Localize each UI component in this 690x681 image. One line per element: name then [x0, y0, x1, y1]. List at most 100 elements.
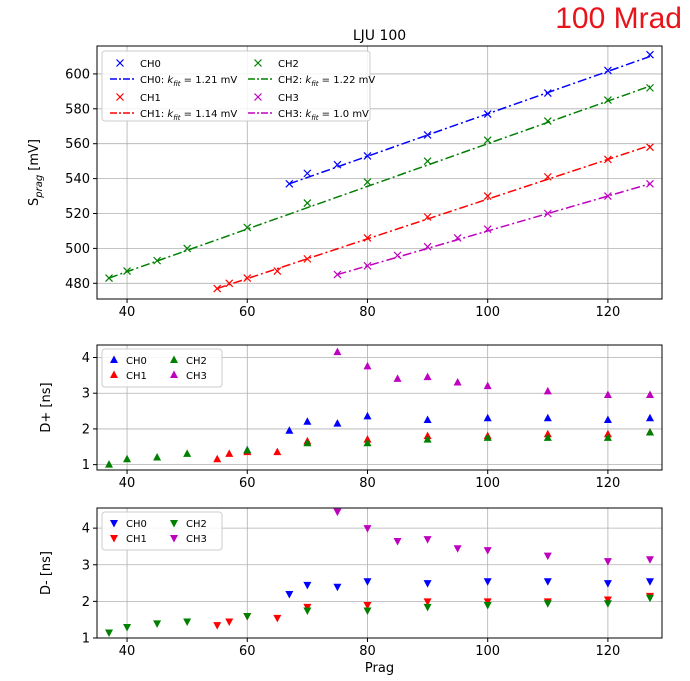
data-point [170, 520, 178, 528]
series-ch1 [213, 592, 654, 630]
legend-box [101, 511, 223, 551]
x-tick-label: 80 [359, 305, 376, 320]
legend-label: CH2 [186, 356, 207, 367]
data-point [153, 453, 162, 461]
data-point [363, 438, 372, 447]
data-point [603, 415, 612, 423]
y-tick-label: 3 [82, 387, 90, 402]
data-point [543, 172, 552, 181]
data-point [543, 117, 552, 125]
legend-label: CH2 [186, 519, 207, 530]
data-point [273, 447, 282, 456]
y-tick-label: 3 [82, 558, 90, 573]
dose-badge: 100 Mrad [555, 2, 682, 35]
data-point [543, 552, 552, 561]
data-point [393, 251, 402, 260]
series-ch1 [213, 428, 654, 463]
fit-line [216, 144, 651, 290]
data-point [603, 433, 612, 441]
data-point [646, 83, 654, 92]
data-point [423, 536, 432, 544]
data-point [110, 535, 118, 543]
chart-title: LJU 100 [353, 28, 406, 44]
x-tick-label: 60 [239, 305, 256, 320]
data-point [243, 445, 252, 454]
data-point [423, 242, 432, 251]
data-point [363, 234, 372, 242]
y-tick-label: 4 [82, 522, 90, 537]
legend-marker [116, 59, 124, 67]
data-point [333, 419, 342, 427]
data-point [333, 347, 342, 356]
x-tick-label: 100 [475, 305, 500, 320]
legend-label: CH1 [140, 93, 161, 104]
data-point [543, 89, 552, 98]
legend-label: CH3 [186, 371, 207, 382]
legend-label: CH3 [278, 93, 299, 104]
data-point [170, 370, 178, 378]
data-point [225, 618, 234, 627]
data-point [123, 267, 131, 276]
data-point [483, 602, 492, 610]
data-point [646, 50, 654, 59]
data-point [363, 411, 372, 420]
data-point [183, 618, 192, 627]
data-point [363, 151, 372, 160]
x-tick-label: 40 [119, 476, 136, 491]
data-point [483, 110, 492, 118]
fit-line [337, 183, 651, 276]
data-point [423, 131, 432, 139]
data-point [483, 578, 492, 586]
data-point [645, 413, 654, 422]
data-point [363, 578, 372, 586]
x-tick-label: 80 [359, 644, 376, 659]
y-axis-label: D+ [ns] [39, 382, 54, 432]
x-tick-label: 120 [595, 476, 620, 491]
data-point [183, 244, 192, 253]
data-point [543, 209, 552, 218]
plot-area [105, 508, 654, 638]
data-point [603, 66, 612, 75]
data-point [543, 433, 552, 441]
y-tick-label: 500 [65, 242, 90, 257]
series-ch1 [213, 143, 654, 293]
legend-fit-label: CH3: kfit = 1.0 mV [278, 109, 369, 122]
chart-panel-3: 40 60 80 100 120 1 2 3 4 Prag D- [ns] CH0 CH1 CH2 CH3 [39, 507, 663, 676]
data-point [423, 157, 432, 166]
series-ch2 [105, 594, 654, 638]
legend-fit-label: CH2: kfit = 1.22 mV [278, 75, 375, 88]
data-point [453, 545, 462, 553]
legend-fit-label: CH0: kfit = 1.21 mV [140, 75, 237, 88]
data-point [423, 213, 432, 221]
data-point [243, 274, 252, 282]
data-point [110, 370, 118, 378]
data-point [363, 525, 372, 533]
x-tick-label: 60 [239, 476, 256, 491]
data-point [170, 355, 178, 363]
x-tick-label: 120 [595, 644, 620, 659]
x-tick-label: 40 [119, 644, 136, 659]
data-point [303, 199, 312, 207]
data-point [603, 155, 612, 164]
data-point [483, 136, 492, 145]
data-point [213, 454, 222, 463]
data-point [273, 267, 282, 276]
data-point [225, 279, 234, 288]
legend-label: CH1 [126, 371, 147, 382]
data-point [543, 386, 552, 395]
data-point [453, 234, 462, 242]
data-point [303, 254, 312, 263]
series-ch3 [333, 508, 654, 566]
plot-area [105, 50, 654, 293]
data-point [483, 225, 492, 234]
data-point [285, 179, 294, 188]
data-point [423, 598, 432, 606]
data-point [213, 622, 222, 630]
data-point [183, 449, 192, 457]
chart-panel-1: 40 60 80 100 120 480 500 520 540 560 580 600 LJU 100… [27, 28, 663, 320]
series-ch2 [105, 83, 654, 282]
data-point [423, 415, 432, 423]
data-point [646, 143, 654, 152]
data-point [333, 508, 342, 517]
